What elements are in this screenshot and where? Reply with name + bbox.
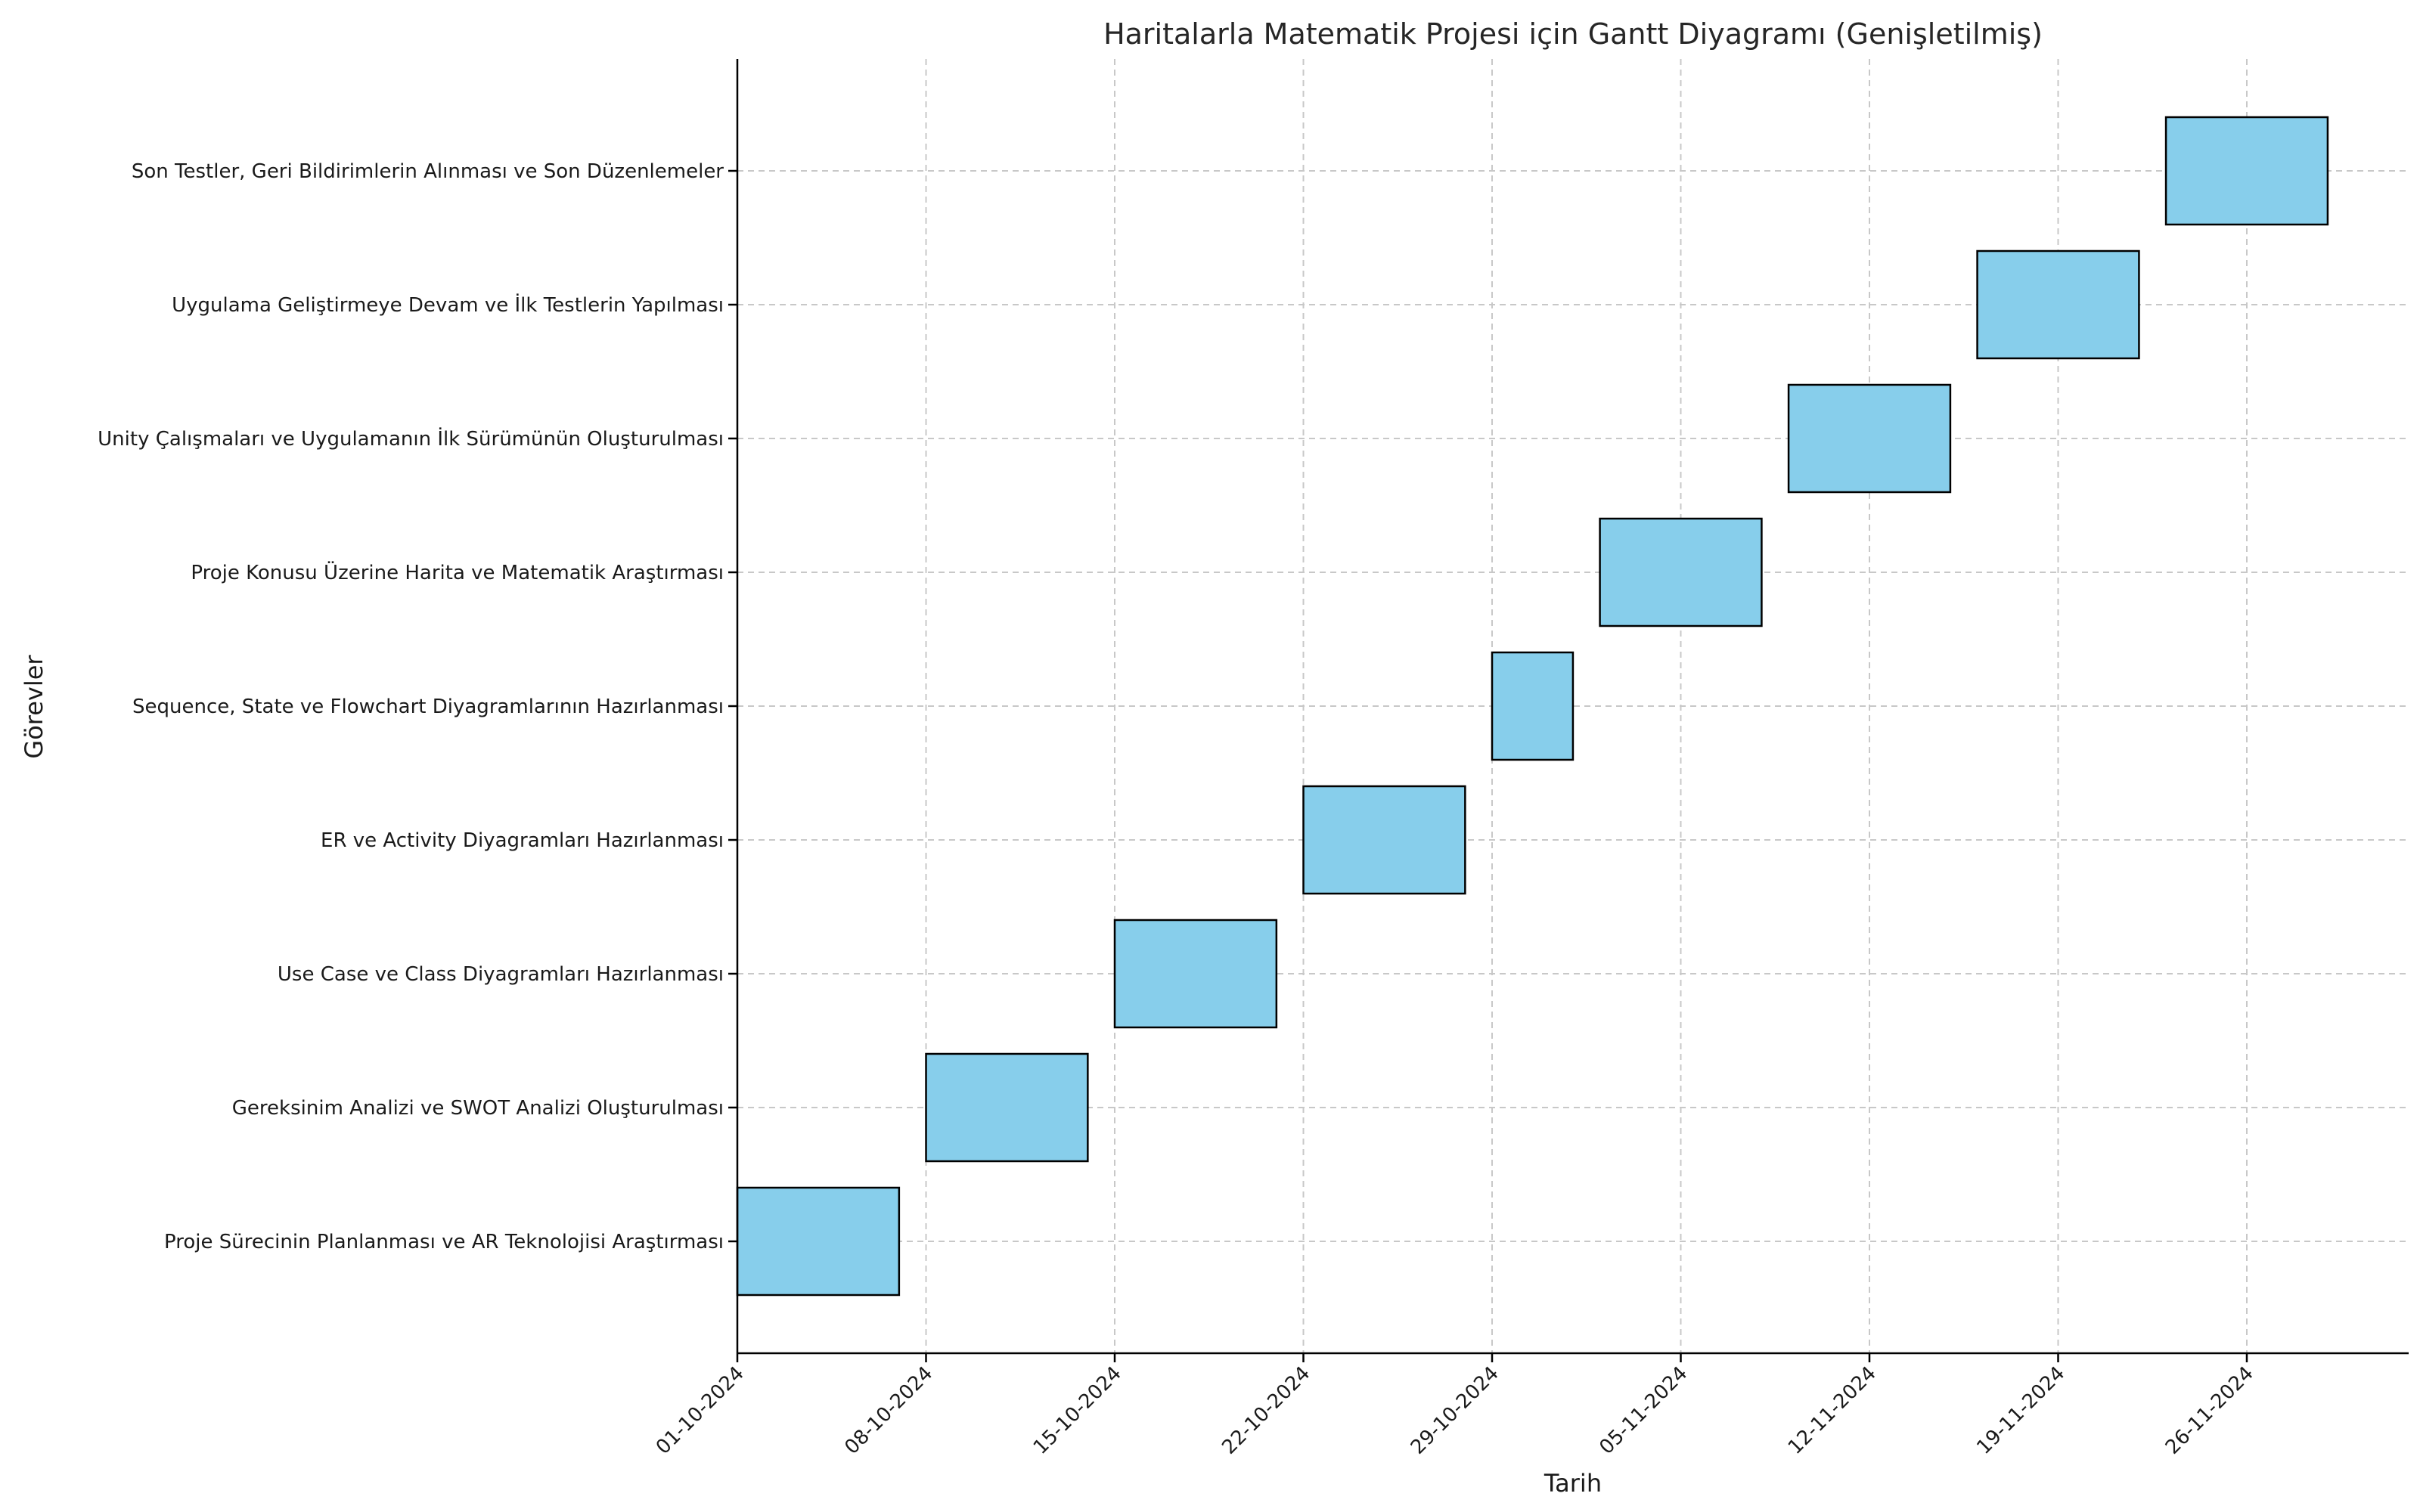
task-bars [736, 116, 2329, 1297]
axes [728, 59, 2409, 1362]
task-bar [2164, 116, 2329, 226]
x-tick-label: 15-10-2024 [1029, 1362, 1126, 1459]
x-tick-labels: 01-10-2024 08-10-2024 15-10-2024 22-10-2024… [652, 1362, 2258, 1459]
x-tick-label: 29-10-2024 [1407, 1362, 1503, 1459]
x-tick-label: 26-11-2024 [2161, 1362, 2258, 1459]
y-tick-label: Use Case ve Class Diyagramları Hazırlanm… [278, 963, 724, 986]
x-tick-label: 05-11-2024 [1595, 1362, 1692, 1459]
task-bar [925, 1052, 1089, 1163]
x-tick-label: 22-10-2024 [1218, 1362, 1314, 1459]
x-tick-label: 19-11-2024 [1972, 1362, 2069, 1459]
y-tick-label: Gereksinim Analizi ve SWOT Analizi Oluşt… [232, 1097, 724, 1120]
task-bar [1787, 383, 1952, 494]
y-axis-label: Görevler [20, 655, 48, 759]
x-tick-label: 12-11-2024 [1784, 1362, 1881, 1459]
chart-title: Haritalarla Matematik Projesi için Gantt… [1103, 17, 2043, 51]
task-bar [736, 1186, 901, 1297]
y-tick-label: Son Testler, Geri Bildirimlerin Alınması… [132, 160, 724, 183]
task-bar [1113, 919, 1278, 1029]
y-tick-label: Proje Konusu Üzerine Harita ve Matematik… [191, 560, 724, 584]
y-tick-label: Uygulama Geliştirmeye Devam ve İlk Testl… [172, 293, 724, 317]
task-bar [1599, 517, 1763, 627]
y-tick-labels: Proje Sürecinin Planlanması ve AR Teknol… [98, 160, 724, 1253]
task-bar [1976, 249, 2140, 360]
y-tick-label: ER ve Activity Diyagramları Hazırlanması [321, 829, 724, 852]
x-axis-label: Tarih [1544, 1469, 1602, 1498]
task-bar [1302, 785, 1466, 895]
y-tick-label: Unity Çalışmaları ve Uygulamanın İlk Sür… [98, 426, 724, 451]
y-tick-label: Sequence, State ve Flowchart Diyagramlar… [132, 696, 724, 718]
y-tick-label: Proje Sürecinin Planlanması ve AR Teknol… [164, 1231, 724, 1253]
task-bar [1491, 651, 1575, 761]
x-tick-label: 08-10-2024 [840, 1362, 937, 1459]
x-tick-label: 01-10-2024 [652, 1362, 749, 1459]
